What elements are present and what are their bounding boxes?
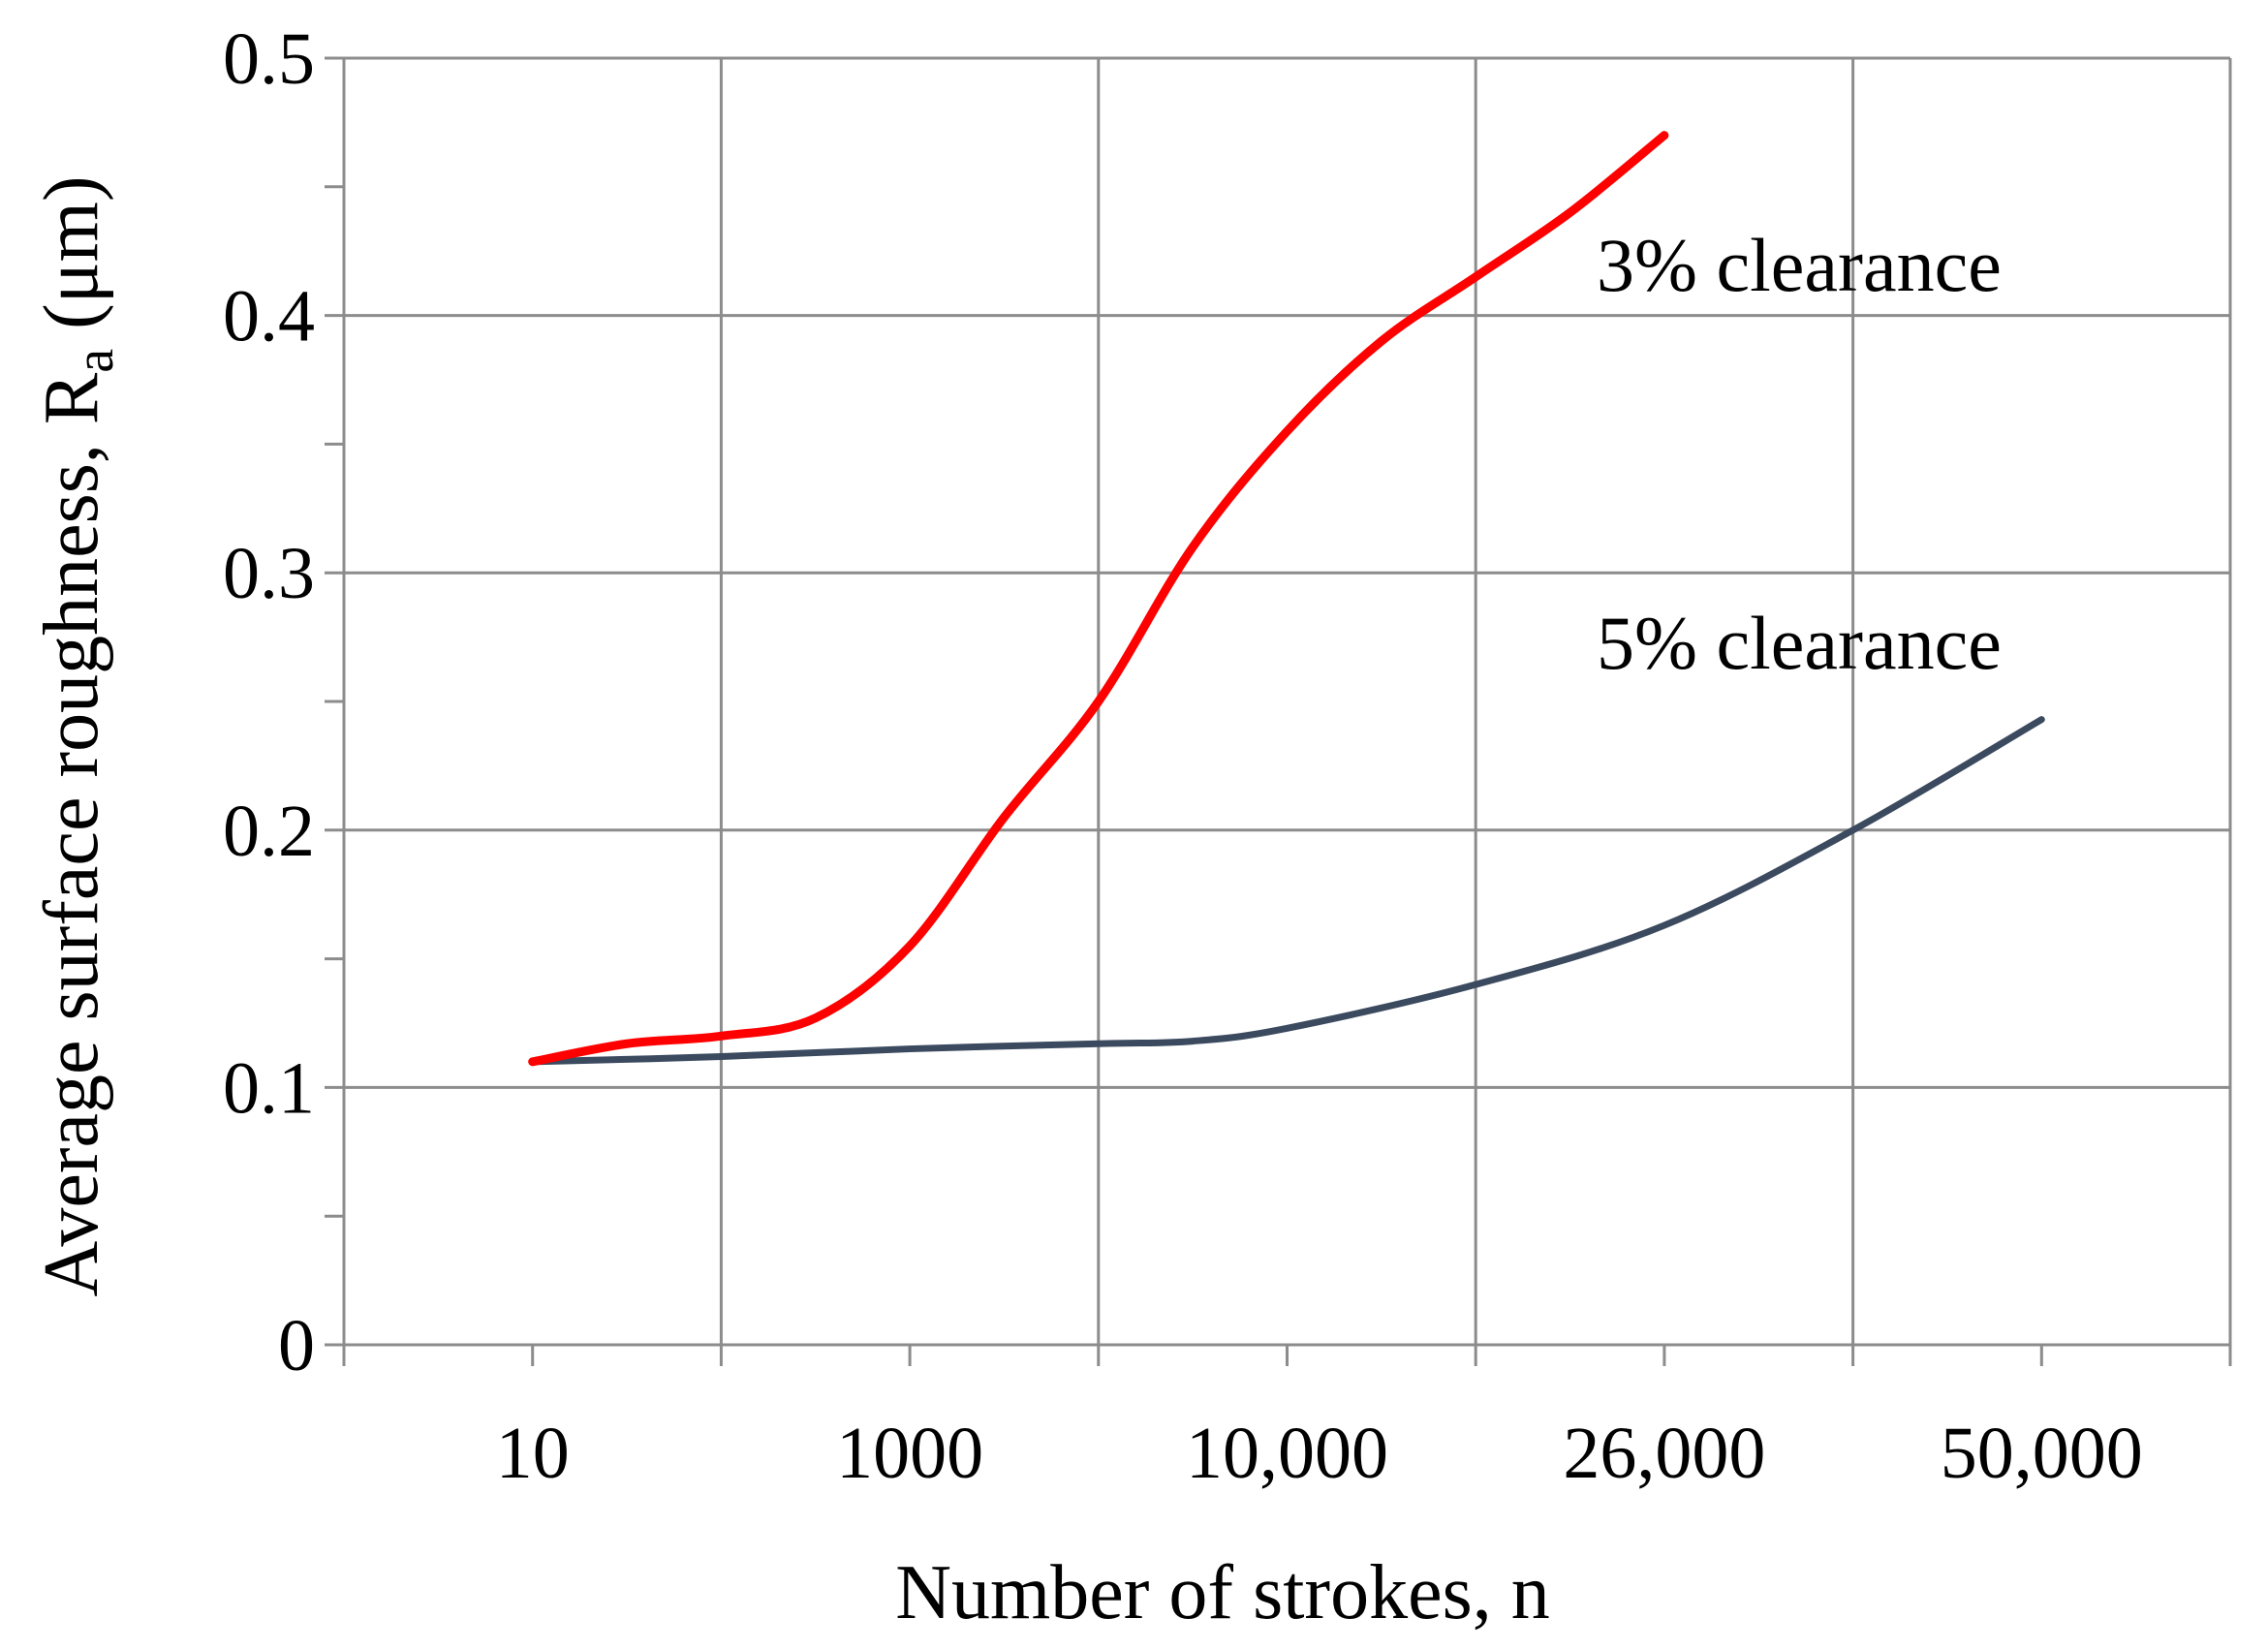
y-tick-label: 0.4 <box>223 276 315 358</box>
series-label-5pct: 5% clearance <box>1597 601 2002 685</box>
y-axis-title-unit: (μm) <box>29 176 114 349</box>
x-axis-title: Number of strokes, n <box>895 1550 1549 1635</box>
y-tick-label: 0.5 <box>223 18 315 100</box>
y-axis-title: Average surface roughness, Ra (μm) <box>29 176 125 1297</box>
grid <box>344 56 2232 1345</box>
tick-labels: 0 0.1 0.2 0.3 0.4 0.5 10 1000 10,000 26,000 50,000 <box>223 18 2143 1494</box>
series-lines <box>528 131 2045 1067</box>
y-tick-label: 0.2 <box>223 791 315 872</box>
x-tick-label: 10 <box>496 1413 570 1494</box>
y-tick-label: 0.1 <box>223 1047 315 1129</box>
series-line-3pct-clearance <box>528 131 1669 1067</box>
x-tick-label: 26,000 <box>1563 1413 1765 1494</box>
series-line-5pct-clearance <box>529 716 2045 1066</box>
y-tick-label: 0 <box>278 1305 315 1386</box>
x-tick-label: 1000 <box>836 1413 983 1494</box>
y-axis-title-subscript: a <box>65 349 125 373</box>
series-label-3pct: 3% clearance <box>1597 223 2002 307</box>
y-tick-label: 0.3 <box>223 533 315 614</box>
axes <box>325 56 2232 1366</box>
x-tick-label: 50,000 <box>1941 1413 2143 1494</box>
y-axis-title-main: Average surface roughness, R <box>29 372 114 1296</box>
x-tick-label: 10,000 <box>1186 1413 1388 1494</box>
